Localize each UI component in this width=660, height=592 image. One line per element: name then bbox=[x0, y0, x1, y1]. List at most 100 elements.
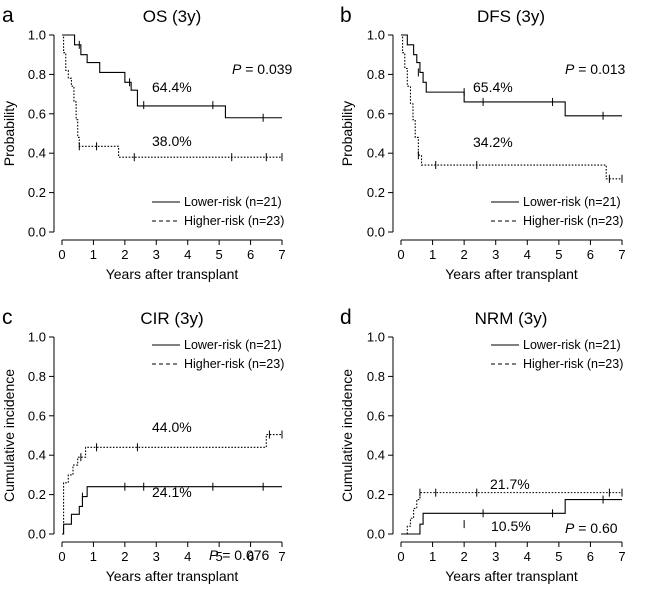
series-line-lower-risk bbox=[401, 34, 622, 117]
x-tick-label: 0 bbox=[58, 247, 65, 262]
panel-title: NRM (3y) bbox=[475, 309, 548, 328]
annotation-higher-risk: 44.0% bbox=[152, 419, 192, 435]
y-tick-label: 0.4 bbox=[367, 448, 385, 463]
annotation-lower-risk: 64.4% bbox=[152, 79, 192, 95]
y-axis-label: Cumulative incidence bbox=[1, 369, 17, 502]
y-tick-label: 0.2 bbox=[28, 185, 46, 200]
legend-label: Lower-risk (n=21) bbox=[523, 338, 621, 352]
y-axis-label: Probability bbox=[1, 101, 17, 166]
x-tick-label: 6 bbox=[247, 247, 254, 262]
p-value: P = 0.60 bbox=[565, 520, 618, 536]
legend-label: Higher-risk (n=23) bbox=[523, 214, 623, 228]
legend: Lower-risk (n=21) Higher-risk (n=23) bbox=[491, 338, 623, 371]
legend-label: Lower-risk (n=21) bbox=[184, 338, 282, 352]
y-tick-label: 0.2 bbox=[367, 487, 385, 502]
panel-b: b DFS (3y) 0.0 0.2 0.4 0.6 0.8 1.0 0 1 2 3 4 5 6 7 Years… bbox=[339, 4, 626, 282]
p-value: P = 0.013 bbox=[565, 61, 626, 77]
p-value: P = 0.039 bbox=[232, 61, 293, 77]
x-tick-label: 6 bbox=[587, 247, 594, 262]
y-tick-label: 0.0 bbox=[367, 225, 385, 240]
legend: Lower-risk (n=21) Higher-risk (n=23) bbox=[152, 195, 284, 228]
x-tick-label: 4 bbox=[184, 549, 191, 564]
panel-letter: a bbox=[2, 4, 14, 27]
x-tick-label: 4 bbox=[524, 247, 531, 262]
panel-title: DFS (3y) bbox=[477, 7, 545, 26]
y-axis-label: Cumulative incidence bbox=[339, 369, 355, 502]
panel-letter: c bbox=[2, 306, 13, 329]
annotation-higher-risk: 34.2% bbox=[473, 134, 513, 150]
y-tick-label: 1.0 bbox=[367, 28, 385, 43]
x-axis-label: Years after transplant bbox=[445, 266, 578, 282]
y-tick-label: 0.6 bbox=[367, 408, 385, 423]
y-tick-label: 0.4 bbox=[28, 146, 46, 161]
y-tick-label: 0.8 bbox=[28, 369, 46, 384]
x-tick-label: 5 bbox=[216, 549, 223, 564]
panel-title: OS (3y) bbox=[143, 7, 202, 26]
x-tick-label: 3 bbox=[153, 549, 160, 564]
series-line-higher-risk bbox=[401, 34, 622, 180]
x-tick-label: 2 bbox=[121, 247, 128, 262]
x-axis-label: Years after transplant bbox=[106, 266, 239, 282]
x-tick-label: 1 bbox=[429, 247, 436, 262]
y-tick-label: 1.0 bbox=[28, 28, 46, 43]
y-tick-label: 1.0 bbox=[28, 330, 46, 345]
annotation-lower-risk: 10.5% bbox=[491, 518, 531, 534]
x-tick-label: 5 bbox=[555, 549, 562, 564]
y-tick-label: 0.2 bbox=[367, 185, 385, 200]
x-axis-label: Years after transplant bbox=[106, 568, 239, 584]
x-tick-label: 6 bbox=[587, 549, 594, 564]
x-tick-label: 0 bbox=[397, 247, 404, 262]
p-value: P = 0.076 bbox=[209, 547, 270, 563]
x-tick-label: 7 bbox=[618, 549, 625, 564]
x-tick-label: 3 bbox=[153, 247, 160, 262]
annotation-lower-risk: 65.4% bbox=[473, 79, 513, 95]
y-tick-label: 0.6 bbox=[28, 106, 46, 121]
x-tick-label: 2 bbox=[121, 549, 128, 564]
legend-label: Higher-risk (n=23) bbox=[184, 214, 284, 228]
x-tick-label: 7 bbox=[278, 549, 285, 564]
legend-label: Higher-risk (n=23) bbox=[523, 357, 623, 371]
legend-label: Lower-risk (n=21) bbox=[184, 195, 282, 209]
annotation-higher-risk: 21.7% bbox=[490, 476, 530, 492]
x-tick-label: 0 bbox=[397, 549, 404, 564]
series-line-lower-risk bbox=[401, 498, 622, 535]
y-tick-label: 0.6 bbox=[367, 106, 385, 121]
y-tick-label: 0.0 bbox=[28, 527, 46, 542]
y-tick-label: 0.6 bbox=[28, 408, 46, 423]
y-tick-label: 0.8 bbox=[28, 67, 46, 82]
panel-letter: d bbox=[340, 306, 352, 329]
y-tick-label: 0.4 bbox=[28, 448, 46, 463]
x-tick-label: 2 bbox=[461, 247, 468, 262]
x-tick-label: 7 bbox=[278, 247, 285, 262]
x-tick-label: 1 bbox=[90, 549, 97, 564]
panel-d: d NRM (3y) 0.0 0.2 0.4 0.6 0.8 1.0 0 1 2 3 4 5 6 7 Years… bbox=[339, 306, 626, 584]
y-tick-label: 0.2 bbox=[28, 487, 46, 502]
panel-letter: b bbox=[340, 4, 352, 27]
y-tick-label: 0.8 bbox=[367, 369, 385, 384]
x-tick-label: 1 bbox=[90, 247, 97, 262]
panel-c: c CIR (3y) 0.0 0.2 0.4 0.6 0.8 1.0 0 1 2 3 4 5 6 7 Years… bbox=[1, 306, 286, 584]
x-tick-label: 4 bbox=[184, 247, 191, 262]
x-tick-label: 5 bbox=[216, 247, 223, 262]
annotation-higher-risk: 38.0% bbox=[152, 133, 192, 149]
legend: Lower-risk (n=21) Higher-risk (n=23) bbox=[152, 338, 284, 371]
x-tick-label: 3 bbox=[492, 549, 499, 564]
annotation-lower-risk: 24.1% bbox=[152, 484, 192, 500]
legend-label: Higher-risk (n=23) bbox=[184, 357, 284, 371]
panel-a: a OS (3y) 0.0 0.2 0.4 0.6 0.8 1.0 0 1 2 3 4 5 6 7 Years … bbox=[1, 4, 293, 282]
y-tick-label: 0.0 bbox=[28, 225, 46, 240]
x-tick-label: 7 bbox=[618, 247, 625, 262]
x-tick-label: 3 bbox=[492, 247, 499, 262]
x-tick-label: 4 bbox=[524, 549, 531, 564]
x-tick-label: 6 bbox=[247, 549, 254, 564]
legend: Lower-risk (n=21) Higher-risk (n=23) bbox=[491, 195, 623, 228]
x-tick-label: 0 bbox=[58, 549, 65, 564]
x-tick-label: 2 bbox=[461, 549, 468, 564]
panel-title: CIR (3y) bbox=[140, 309, 203, 328]
y-tick-label: 0.4 bbox=[367, 146, 385, 161]
series-line-higher-risk bbox=[62, 34, 282, 158]
x-tick-label: 5 bbox=[555, 247, 562, 262]
x-tick-label: 1 bbox=[429, 549, 436, 564]
y-tick-label: 1.0 bbox=[367, 330, 385, 345]
